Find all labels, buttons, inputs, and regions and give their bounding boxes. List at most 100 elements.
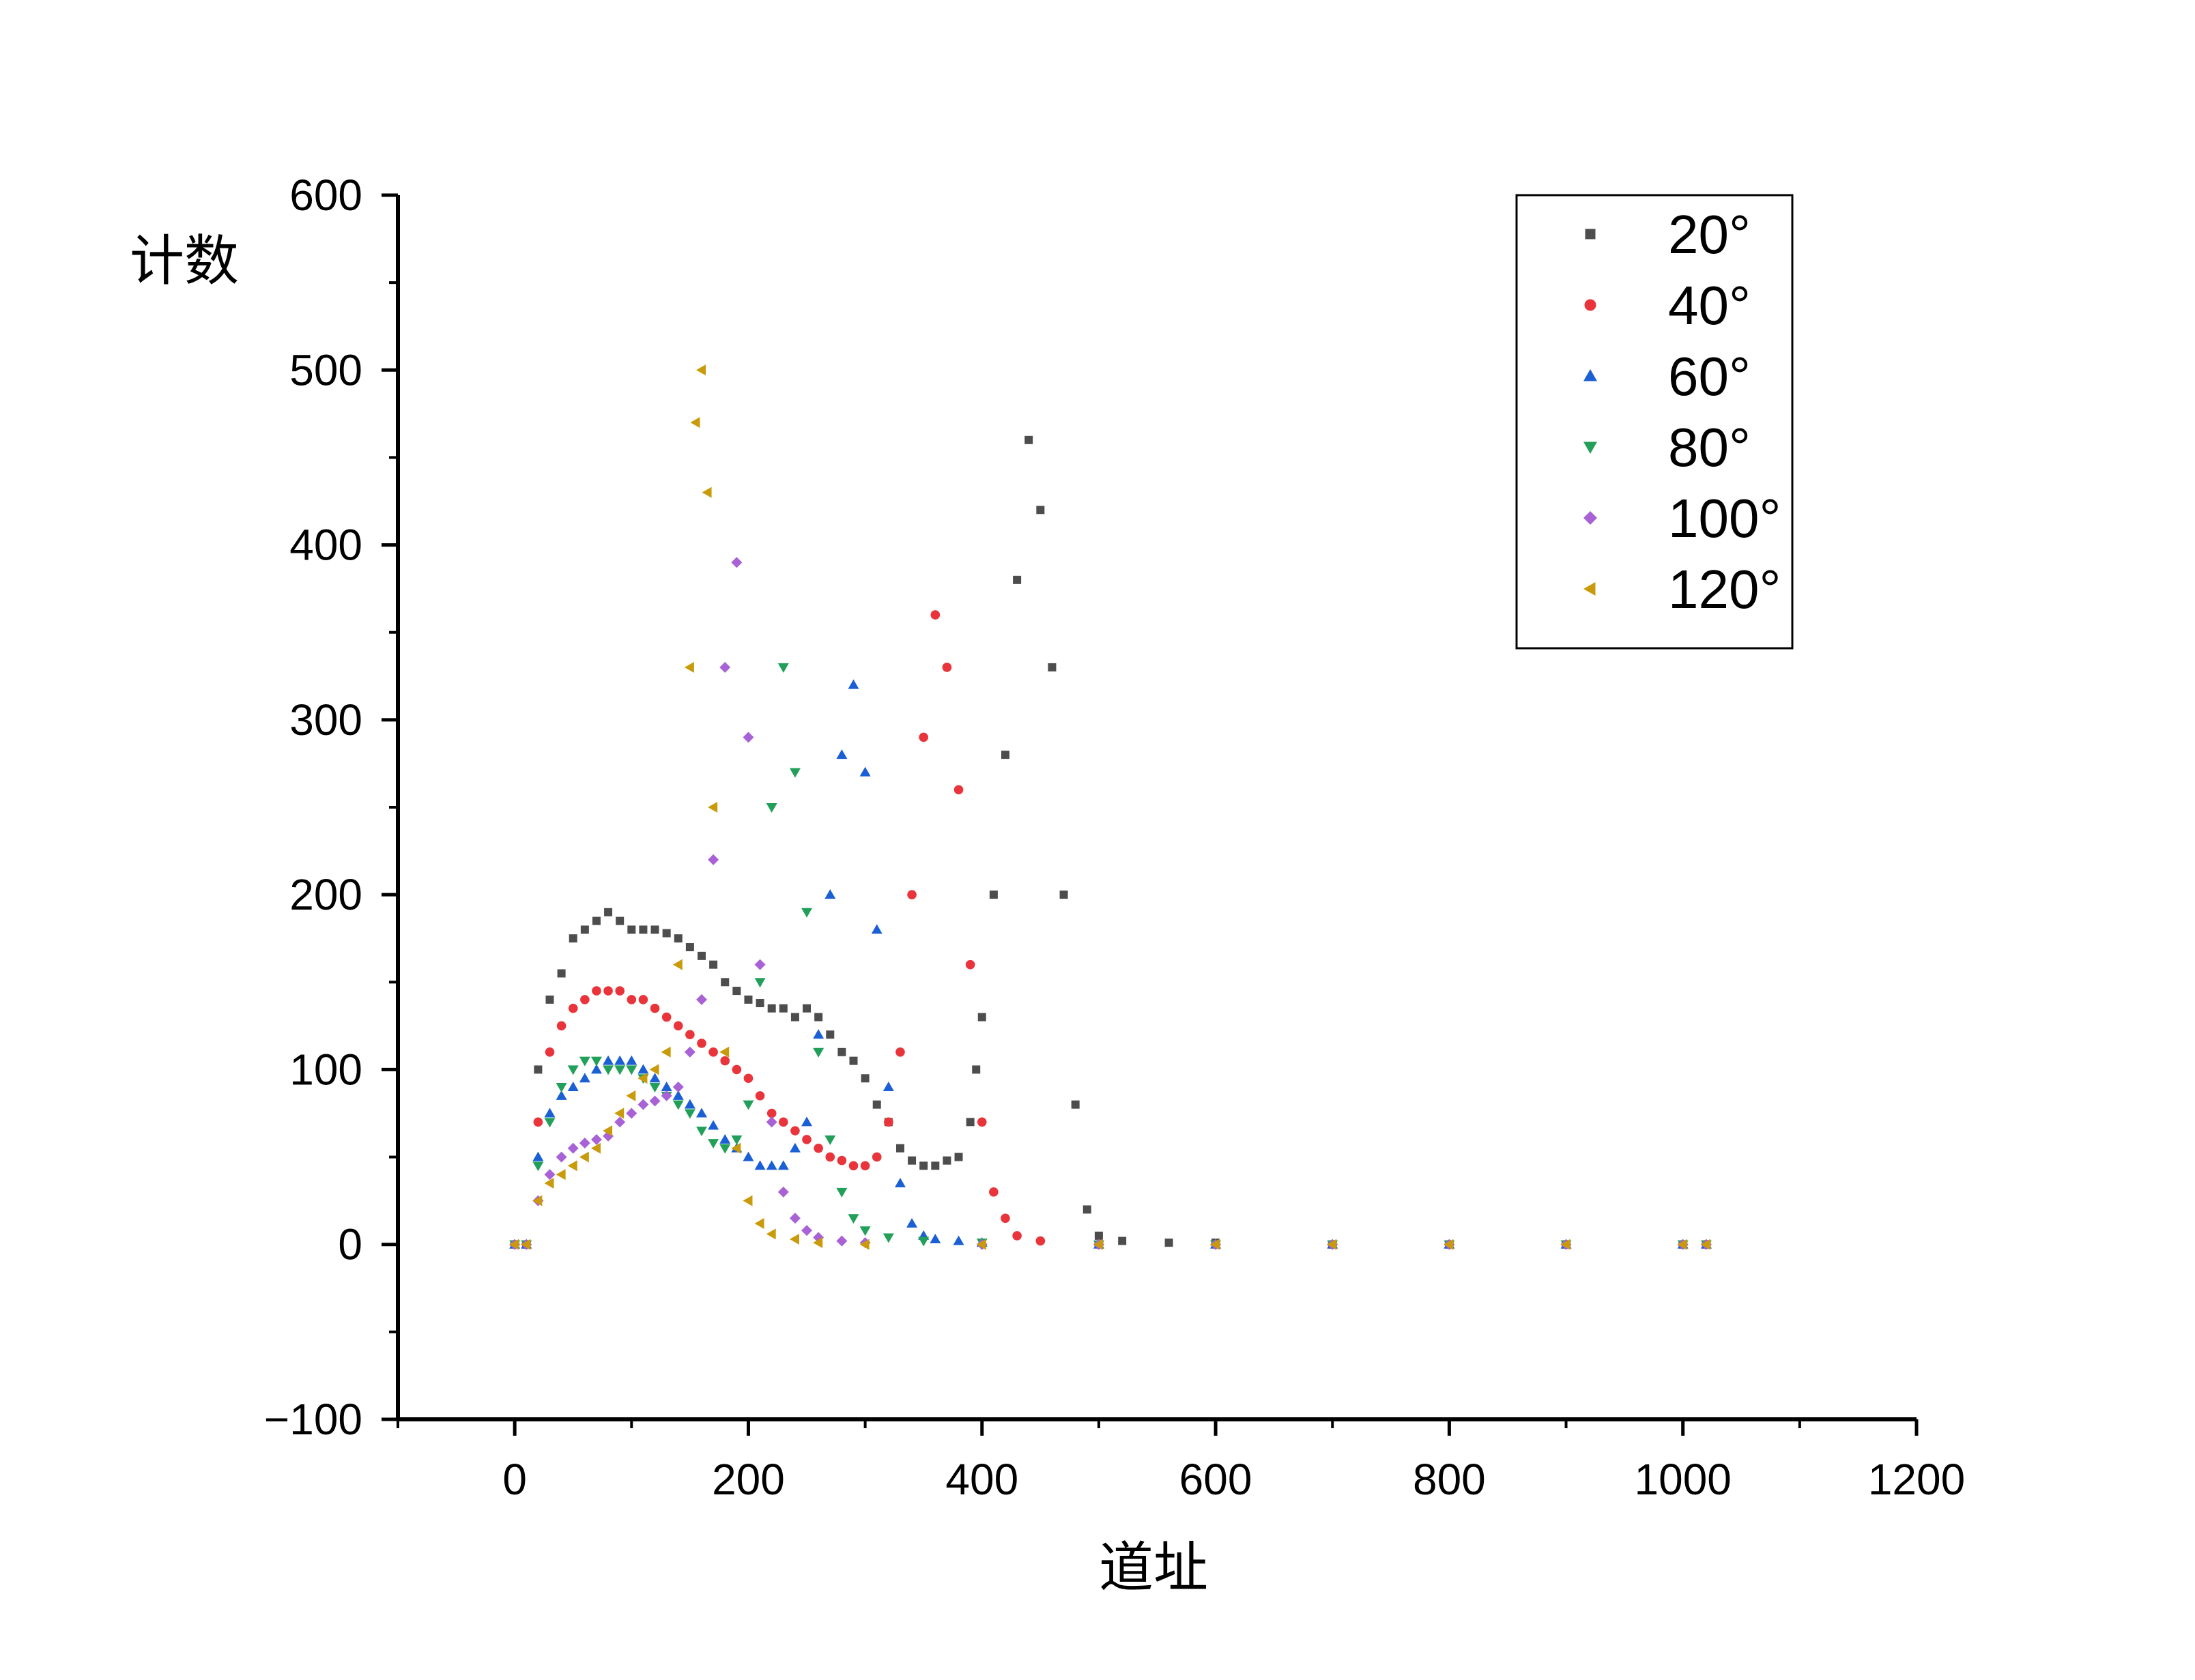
data-point (580, 995, 590, 1004)
data-point (603, 1055, 614, 1065)
data-point (708, 1139, 719, 1149)
data-point (766, 1116, 777, 1128)
data-point (1082, 1205, 1091, 1214)
y-tick-label: 600 (289, 171, 362, 220)
x-tick-label: 1000 (1635, 1455, 1732, 1504)
data-point (509, 1239, 519, 1250)
data-point (532, 1161, 544, 1172)
data-point (930, 610, 941, 620)
data-point (814, 1013, 823, 1022)
data-point (754, 1217, 764, 1229)
data-point (789, 1142, 801, 1153)
data-point (627, 995, 637, 1004)
data-point (592, 916, 601, 925)
data-point (650, 925, 659, 934)
data-point (638, 995, 648, 1004)
x-tick-label: 400 (945, 1455, 1018, 1504)
data-point (861, 1074, 870, 1083)
data-point (544, 1169, 556, 1181)
data-point (848, 1214, 859, 1224)
legend-label: 100° (1668, 488, 1781, 549)
data-point (837, 1047, 846, 1056)
data-point (556, 1090, 567, 1100)
data-point (567, 1160, 577, 1172)
data-point (698, 951, 706, 960)
data-point (696, 1107, 707, 1118)
data-point (767, 1004, 776, 1013)
data-point (708, 1047, 718, 1057)
data-point (965, 959, 975, 970)
data-point (579, 1151, 589, 1163)
data-point (790, 1126, 800, 1135)
data-point (766, 1160, 777, 1170)
data-point (1071, 1100, 1080, 1109)
data-point (1001, 751, 1009, 759)
data-point (977, 1013, 986, 1022)
data-point (615, 986, 625, 996)
y-tick-label: 400 (289, 521, 362, 570)
data-point (731, 1135, 743, 1145)
legend-label: 60° (1668, 346, 1751, 407)
data-point (766, 1228, 776, 1240)
x-tick-label: 1200 (1868, 1455, 1965, 1504)
data-point (743, 732, 754, 743)
data-point (777, 663, 789, 673)
data-point (649, 1064, 659, 1075)
data-point (697, 1039, 706, 1048)
series-5 (509, 557, 1712, 1250)
data-point (627, 925, 636, 934)
data-point (919, 732, 928, 742)
data-point (930, 1234, 941, 1244)
data-point (977, 1117, 987, 1127)
legend-marker (1583, 511, 1597, 525)
data-point (789, 1234, 799, 1245)
data-point (556, 1021, 566, 1031)
data-point (1001, 1213, 1010, 1223)
data-point (894, 1178, 906, 1188)
data-point (579, 1073, 590, 1083)
data-point (883, 1082, 894, 1092)
data-point (684, 1109, 695, 1119)
data-point (907, 890, 917, 899)
data-point (789, 1213, 801, 1224)
data-point (826, 1030, 835, 1039)
data-point (989, 890, 998, 899)
data-point (1048, 663, 1057, 671)
data-point (708, 802, 718, 813)
data-point (626, 1065, 637, 1075)
data-point (777, 1186, 789, 1198)
data-point (743, 1151, 754, 1161)
data-point (859, 766, 871, 777)
data-point (743, 1195, 753, 1206)
y-tick-label: 200 (289, 870, 362, 919)
data-point (579, 1056, 590, 1067)
data-point (989, 1187, 999, 1197)
data-point (824, 889, 836, 899)
data-point (604, 908, 613, 916)
data-point (790, 1013, 799, 1022)
data-point (801, 908, 813, 918)
series-6 (509, 364, 1710, 1250)
data-point (672, 1082, 684, 1093)
data-point (943, 1156, 951, 1165)
data-point (872, 1152, 882, 1162)
data-point (603, 1065, 614, 1075)
data-point (884, 1117, 893, 1127)
data-point (1210, 1239, 1220, 1250)
x-tick-label: 600 (1179, 1455, 1252, 1504)
plot-area (509, 364, 1712, 1250)
series-1 (511, 435, 1710, 1249)
data-point (556, 1169, 566, 1181)
data-point (639, 925, 648, 934)
data-point (567, 1142, 579, 1154)
data-point (1012, 1231, 1022, 1241)
data-point (848, 1161, 859, 1171)
data-point (649, 1073, 661, 1083)
data-point (825, 1152, 835, 1162)
data-point (661, 1090, 672, 1101)
data-point (626, 1055, 637, 1065)
data-point (744, 995, 753, 1004)
data-point (1094, 1231, 1103, 1240)
data-point (521, 1239, 531, 1250)
data-point (690, 417, 700, 429)
